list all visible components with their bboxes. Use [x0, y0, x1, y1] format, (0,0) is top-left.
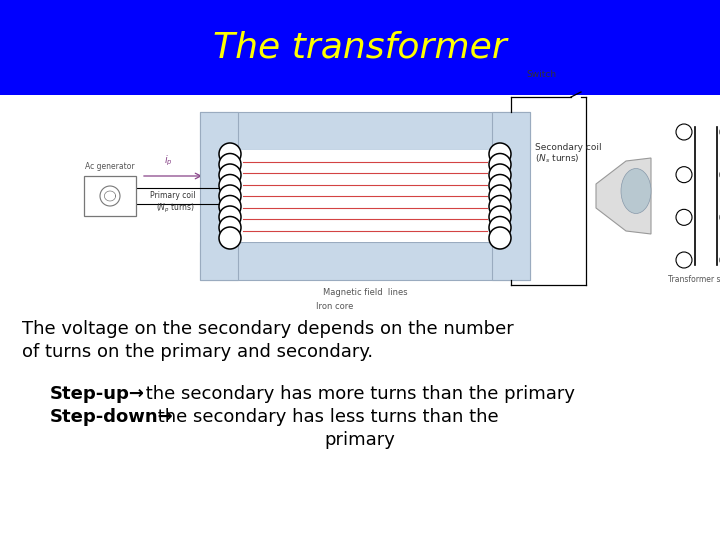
Bar [200, 112, 530, 150]
Text: Step-down→: Step-down→ [50, 408, 174, 426]
Circle shape [489, 227, 511, 249]
Text: $(N_p$ turns): $(N_p$ turns) [156, 201, 195, 214]
Circle shape [219, 153, 241, 176]
Circle shape [489, 185, 511, 207]
Text: The transformer: The transformer [213, 30, 507, 64]
Text: $i_p$: $i_p$ [163, 153, 172, 168]
Text: of turns on the primary and secondary.: of turns on the primary and secondary. [22, 343, 373, 361]
Circle shape [489, 217, 511, 239]
Circle shape [219, 217, 241, 239]
Text: Primary coil: Primary coil [150, 192, 195, 200]
Text: Ac generator: Ac generator [85, 162, 135, 171]
Text: $(N_s$ turns): $(N_s$ turns) [535, 153, 580, 165]
Bar [200, 242, 530, 280]
Circle shape [489, 195, 511, 218]
Text: Magnetic field  lines: Magnetic field lines [323, 288, 408, 297]
Circle shape [489, 206, 511, 228]
Circle shape [676, 210, 692, 225]
Circle shape [676, 252, 692, 268]
Bar [492, 112, 530, 280]
Circle shape [676, 167, 692, 183]
Bar [84, 176, 136, 216]
Text: The voltage on the secondary depends on the number: The voltage on the secondary depends on … [22, 320, 514, 338]
Bar [238, 150, 492, 242]
Circle shape [676, 124, 692, 140]
Ellipse shape [621, 168, 651, 213]
Polygon shape [596, 158, 651, 234]
Circle shape [489, 174, 511, 197]
Circle shape [219, 185, 241, 207]
Text: Iron core: Iron core [316, 302, 354, 311]
Circle shape [219, 227, 241, 249]
Bar [0, 0, 720, 95]
Circle shape [219, 206, 241, 228]
Text: Step-up→: Step-up→ [50, 385, 145, 403]
Circle shape [489, 143, 511, 165]
Bar [0, 95, 720, 540]
Circle shape [219, 195, 241, 218]
Circle shape [219, 143, 241, 165]
Circle shape [100, 186, 120, 206]
Text: Switch: Switch [526, 70, 556, 79]
Text: primary: primary [325, 431, 395, 449]
Circle shape [489, 164, 511, 186]
Bar [200, 112, 238, 280]
Text: Transformer symbol: Transformer symbol [668, 275, 720, 284]
Circle shape [219, 164, 241, 186]
Circle shape [489, 153, 511, 176]
Text: the secondary has less turns than the: the secondary has less turns than the [152, 408, 499, 426]
Text: the secondary has more turns than the primary: the secondary has more turns than the pr… [140, 385, 575, 403]
Text: Secondary coil: Secondary coil [535, 143, 602, 152]
Circle shape [219, 174, 241, 197]
